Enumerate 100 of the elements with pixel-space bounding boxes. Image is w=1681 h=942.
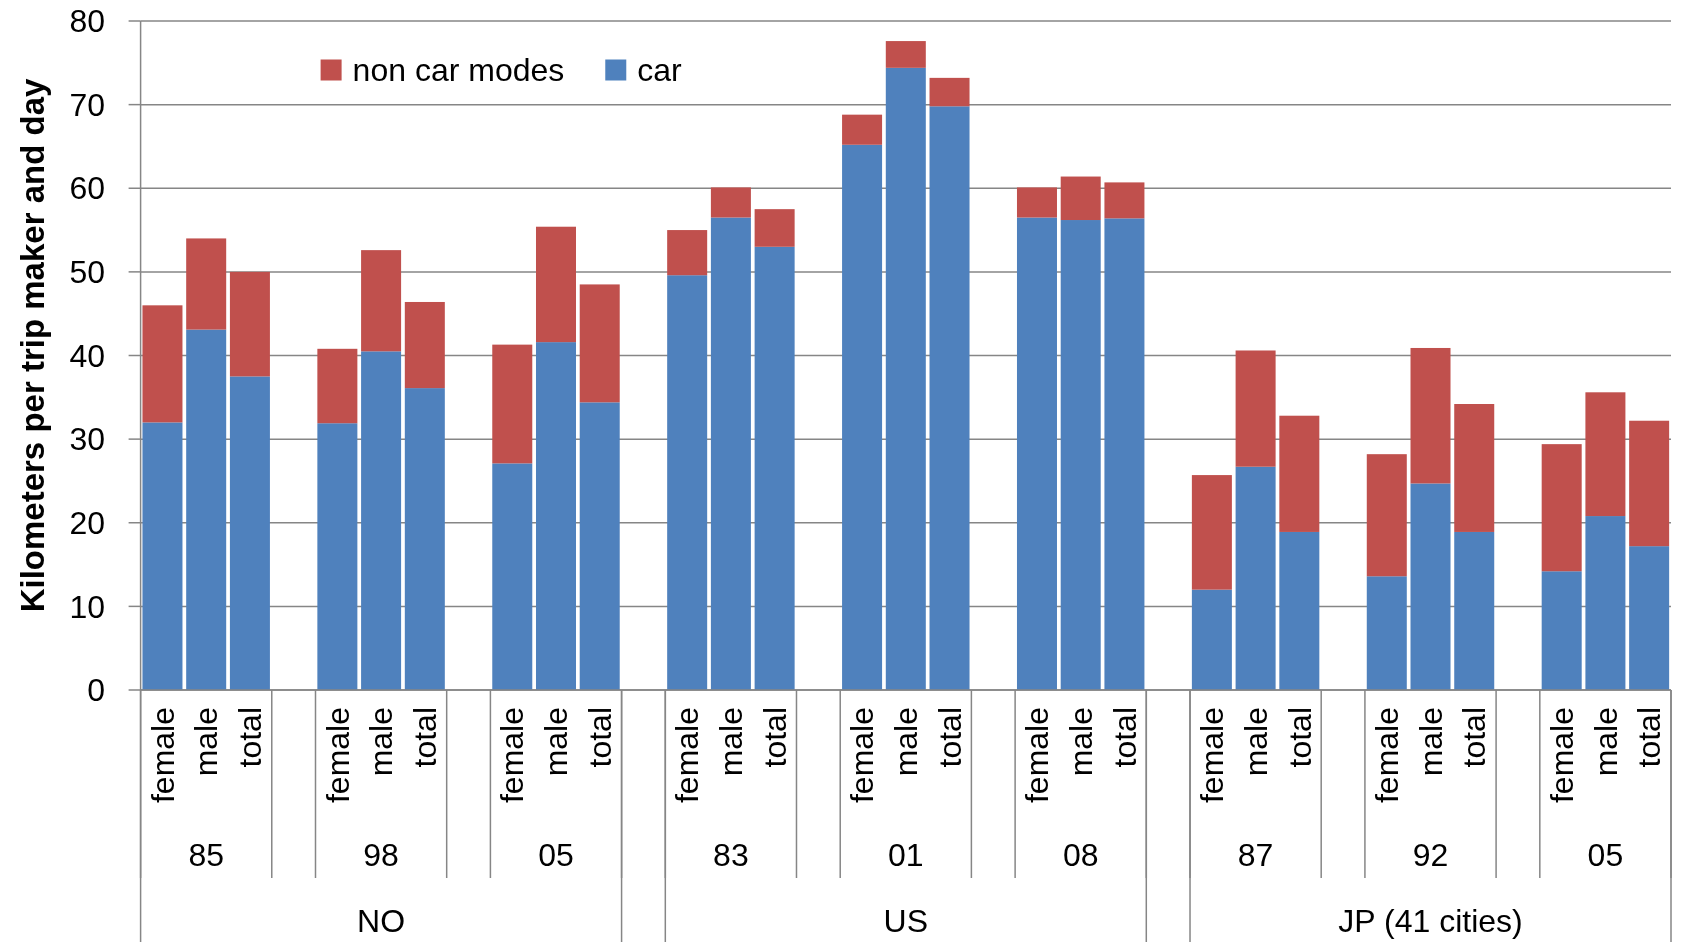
bar: [1191, 475, 1232, 590]
bar: [1016, 187, 1057, 218]
y-tick-label: 50: [69, 254, 105, 291]
x-tick-label: female: [1194, 707, 1231, 804]
text: 83: [713, 837, 749, 873]
text: 98: [363, 837, 399, 873]
bar: [1279, 531, 1320, 690]
bar: [317, 348, 358, 424]
bar: [186, 238, 227, 330]
bar: [1629, 420, 1670, 547]
bar: [1060, 176, 1101, 221]
bar: [535, 342, 576, 690]
bar: [842, 144, 883, 690]
x-tick-label: total: [1631, 707, 1668, 768]
bar: [1060, 220, 1101, 690]
text: 08: [1062, 837, 1099, 873]
x-tick-label: male: [1587, 707, 1624, 777]
bar: [142, 422, 183, 690]
text: 01: [888, 837, 924, 873]
bar: [885, 67, 926, 690]
x-tick-label: female: [319, 707, 356, 804]
legend-label: car: [637, 52, 683, 89]
x-tick-label: male: [363, 707, 400, 777]
bar: [754, 209, 795, 247]
bar: [186, 329, 227, 690]
bar: [1410, 483, 1451, 690]
bar: [1104, 182, 1145, 219]
bar: [667, 275, 708, 690]
bar: [1235, 466, 1276, 690]
x-tick-label: male: [1412, 707, 1449, 777]
text: NO: [357, 903, 406, 939]
x-tick-label: total: [407, 707, 444, 768]
text: 05: [538, 837, 574, 873]
bar: [579, 284, 620, 403]
bar: [361, 351, 402, 690]
bar: [492, 344, 533, 464]
x-tick-label: total: [232, 707, 269, 768]
x-tick-label: female: [494, 707, 531, 804]
bar: [404, 301, 445, 389]
bar: [1410, 347, 1451, 484]
x-tick-label: total: [1106, 707, 1143, 768]
bar: [1541, 444, 1582, 572]
y-tick-label: 20: [69, 504, 105, 541]
bar: [229, 271, 270, 377]
x-tick-label: female: [669, 707, 706, 804]
bar: [1454, 531, 1495, 690]
x-tick-label: male: [888, 707, 924, 777]
bar: [142, 305, 183, 423]
bar: [1104, 218, 1145, 690]
bar: [1585, 392, 1626, 517]
bar: [1235, 350, 1276, 467]
y-tick-label: 0: [87, 672, 105, 709]
x-tick-label: male: [1062, 707, 1099, 777]
y-tick-label: 70: [69, 86, 105, 123]
bar: [1016, 217, 1057, 690]
x-tick-label: total: [756, 707, 793, 768]
text: US: [883, 903, 929, 939]
x-tick-label: female: [1543, 707, 1580, 804]
bar: [1279, 415, 1320, 532]
x-tick-label: male: [188, 707, 225, 777]
x-tick-label: male: [538, 707, 575, 777]
bar: [229, 376, 270, 690]
text: JP (41 cities): [1338, 903, 1523, 939]
x-tick-label: male: [713, 707, 750, 777]
y-axis-title: Kilometers per trip maker and day: [13, 78, 51, 613]
bar: [317, 423, 358, 690]
bar: [1454, 404, 1495, 532]
y-tick-label: 40: [69, 337, 105, 374]
x-tick-label: female: [844, 707, 881, 804]
bar: [404, 388, 445, 690]
bar: [1585, 516, 1626, 690]
x-tick-label: total: [1281, 707, 1318, 768]
legend-label: non car modes: [352, 52, 565, 89]
bar: [667, 230, 708, 276]
bar: [579, 402, 620, 690]
bar: [492, 463, 533, 690]
bar: [710, 187, 751, 218]
x-tick-label: total: [931, 707, 968, 768]
y-tick-label: 10: [69, 588, 105, 625]
bar: [1541, 571, 1582, 690]
y-tick-label: 60: [69, 170, 105, 207]
bar: [929, 106, 970, 690]
bar: [754, 246, 795, 690]
text: 05: [1587, 837, 1624, 873]
bar: [1366, 576, 1407, 690]
bar: [710, 217, 751, 690]
bar: [361, 250, 402, 352]
x-tick-label: female: [144, 707, 181, 804]
text: 87: [1237, 837, 1274, 873]
y-tick-label: 80: [69, 3, 105, 40]
x-tick-label: total: [1456, 707, 1493, 768]
bar: [1191, 589, 1232, 690]
bar: [885, 41, 926, 68]
x-tick-label: female: [1368, 707, 1405, 804]
bar: [1366, 454, 1407, 577]
x-tick-label: male: [1237, 707, 1274, 777]
bar: [1629, 546, 1670, 690]
bar: [842, 114, 883, 145]
text: 92: [1412, 837, 1449, 873]
bar: [535, 226, 576, 343]
